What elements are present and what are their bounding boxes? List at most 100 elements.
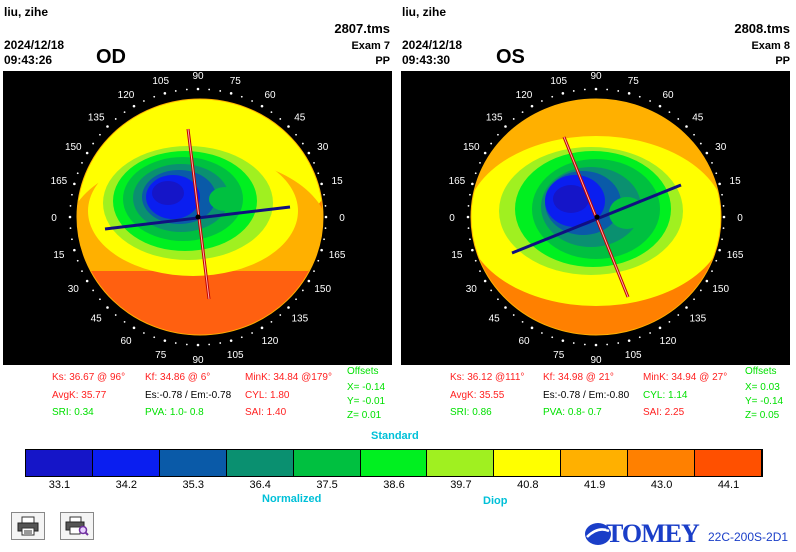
sri-od: SRI: 0.34 <box>52 407 94 418</box>
angle-tick <box>81 270 83 272</box>
angle-tick <box>504 306 507 309</box>
angle-tick <box>685 125 688 128</box>
angle-tick <box>73 248 76 252</box>
angle-tick <box>693 298 695 301</box>
angle-label: 105 <box>152 76 169 87</box>
angle-tick <box>583 88 586 91</box>
angle-tick <box>541 332 543 334</box>
angle-tick <box>658 326 662 330</box>
scale-color-4 <box>293 450 361 476</box>
scale-unit: Diop <box>483 495 508 507</box>
sri-os: SRI: 0.86 <box>450 407 492 418</box>
angle-label: 90 <box>192 71 204 82</box>
angle-label: 15 <box>451 250 463 261</box>
angle-tick <box>677 314 680 316</box>
angle-tick <box>295 133 297 136</box>
angle-label: 150 <box>314 284 331 295</box>
patient-name-os: liu, zihe <box>402 5 447 19</box>
angle-tick <box>229 92 233 95</box>
pva-od: PVA: 1.0- 0.8 <box>145 407 204 418</box>
angle-label: 0 <box>449 213 455 224</box>
angle-tick <box>469 193 471 196</box>
angle-tick <box>530 326 534 330</box>
angle-tick <box>638 95 641 98</box>
angle-tick <box>313 270 315 272</box>
angle-tick <box>317 172 320 175</box>
angle-tick <box>521 111 524 114</box>
angle-tick <box>512 118 515 120</box>
angle-tick <box>320 182 323 186</box>
angle-tick <box>722 215 726 219</box>
angle-tick <box>174 90 177 92</box>
scale-color-8 <box>561 450 629 476</box>
scale-color-0 <box>26 450 93 476</box>
angle-tick <box>668 111 671 114</box>
exam-time-od: 09:43:26 <box>4 53 53 67</box>
angle-label: 165 <box>51 176 68 187</box>
angle-tick <box>677 118 680 120</box>
angle-tick <box>153 95 156 98</box>
angle-tick <box>99 298 101 301</box>
angle-label: 0 <box>737 213 743 224</box>
angle-tick <box>324 227 327 230</box>
scale-color-3 <box>226 450 294 476</box>
angle-tick <box>705 151 709 155</box>
offset-z-od: Z= 0.01 <box>347 410 382 421</box>
print-preview-button[interactable] <box>60 512 94 540</box>
angle-tick <box>594 343 598 347</box>
angle-tick <box>279 314 282 316</box>
angle-tick <box>85 279 89 283</box>
angle-tick <box>474 172 477 175</box>
angle-tick <box>229 339 233 342</box>
es-em-os: Es:-0.78 / Em:-0.80 <box>543 390 630 401</box>
angle-tick <box>71 238 73 241</box>
angle-tick <box>490 289 493 292</box>
angle-tick <box>123 320 126 323</box>
angle-tick <box>521 320 524 323</box>
scale-value-5: 38.6 <box>383 479 405 491</box>
angle-tick <box>219 342 222 344</box>
angle-tick <box>251 100 253 102</box>
file-name-od: 2807.tms <box>334 21 390 36</box>
angle-label: 0 <box>339 213 345 224</box>
angle-tick <box>92 289 95 292</box>
scale-color-2 <box>159 450 227 476</box>
angle-tick <box>132 104 136 108</box>
angle-tick <box>92 142 95 145</box>
angle-tick <box>512 314 515 316</box>
angle-label: 30 <box>317 142 329 153</box>
angle-tick <box>196 343 200 347</box>
angle-tick <box>721 238 723 241</box>
angle-label: 120 <box>262 336 279 347</box>
scale-subtitle: Normalized <box>262 493 322 505</box>
angle-tick <box>323 238 325 241</box>
print-button[interactable] <box>11 512 45 540</box>
angle-tick <box>99 133 101 136</box>
topography-map-os[interactable]: 0 0 15 15 30 30 45 45 60 60 75 75 90 90 105 105 120 120 13… <box>401 71 790 365</box>
angle-tick <box>106 125 109 128</box>
angle-tick <box>606 88 609 91</box>
angle-tick <box>530 104 534 108</box>
angle-tick <box>718 182 721 186</box>
angle-tick <box>307 279 311 283</box>
angle-tick <box>471 182 474 186</box>
angle-tick <box>114 314 117 316</box>
print-preview-icon <box>65 516 89 536</box>
angle-tick <box>208 343 211 346</box>
angle-tick <box>320 248 323 252</box>
angle-tick <box>143 332 145 334</box>
angle-tick <box>163 339 167 342</box>
topography-map-od[interactable]: 0 0 15 15 30 30 45 45 60 60 75 75 90 90 105 105 120 120 13… <box>3 71 392 365</box>
angle-tick <box>317 259 320 262</box>
angle-tick <box>583 343 586 346</box>
angle-tick <box>551 336 554 339</box>
angle-tick <box>69 204 72 207</box>
angle-tick <box>722 204 725 207</box>
angle-tick <box>307 151 311 155</box>
offset-y-os: Y= -0.14 <box>745 396 784 407</box>
angle-tick <box>551 95 554 98</box>
mode-od: PP <box>375 55 390 67</box>
angle-label: 135 <box>88 113 105 124</box>
angle-tick <box>185 88 188 91</box>
angle-tick <box>490 142 493 145</box>
